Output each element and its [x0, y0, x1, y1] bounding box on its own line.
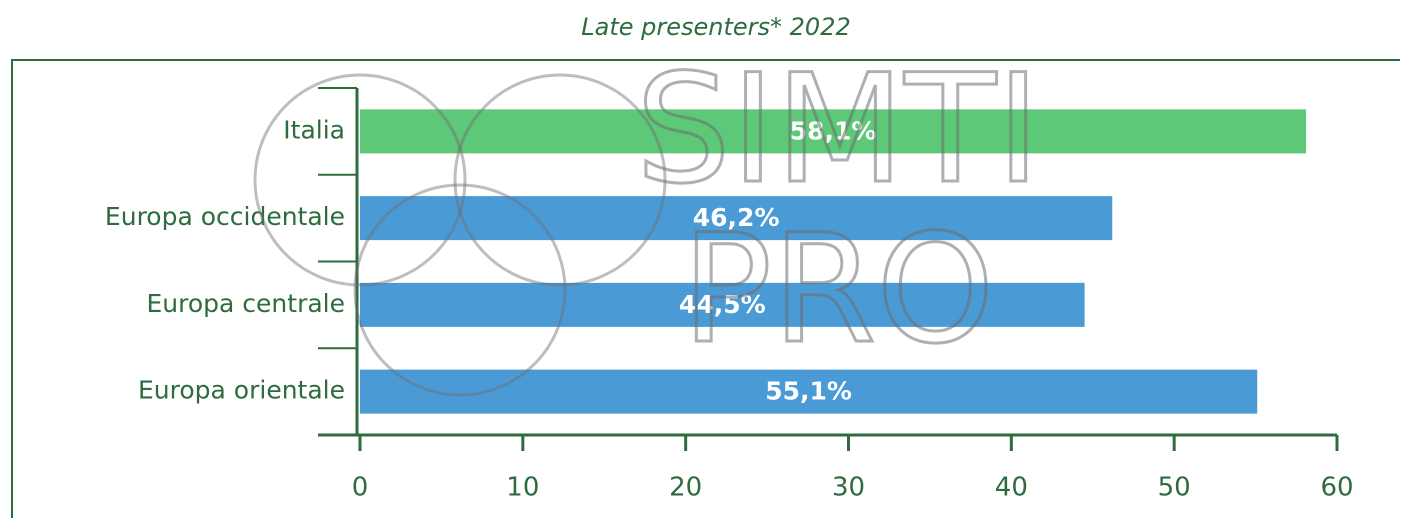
watermark-ring — [353, 183, 567, 397]
bar — [360, 109, 1307, 154]
value-label: 46,2% — [693, 203, 780, 232]
watermark-ring — [253, 73, 467, 287]
value-label: 55,1% — [765, 377, 852, 406]
x-tick-label: 0 — [352, 473, 369, 503]
x-tick-label: 60 — [1320, 473, 1353, 503]
y-tick-label: Europa occidentale — [105, 202, 345, 231]
bar — [360, 369, 1258, 414]
chart-title: Late presenters* 2022 — [581, 13, 850, 41]
y-tick-label: Europa centrale — [147, 289, 346, 318]
bar — [360, 196, 1113, 241]
bar — [360, 282, 1085, 327]
value-label: 58,1% — [790, 116, 877, 145]
watermark: SIMTI — [636, 43, 1041, 217]
x-tick-label: 40 — [995, 473, 1028, 503]
value-label: 44,5% — [679, 290, 766, 319]
y-tick-label: Italia — [283, 115, 345, 144]
x-tick-label: 20 — [669, 473, 702, 503]
x-tick-label: 30 — [832, 473, 865, 503]
y-tick-label: Europa orientale — [138, 376, 345, 405]
x-tick-label: 10 — [506, 473, 539, 503]
frame — [11, 59, 1400, 518]
watermark-ring — [453, 73, 667, 287]
x-tick-label: 50 — [1158, 473, 1191, 503]
watermark: PRO — [682, 203, 995, 377]
